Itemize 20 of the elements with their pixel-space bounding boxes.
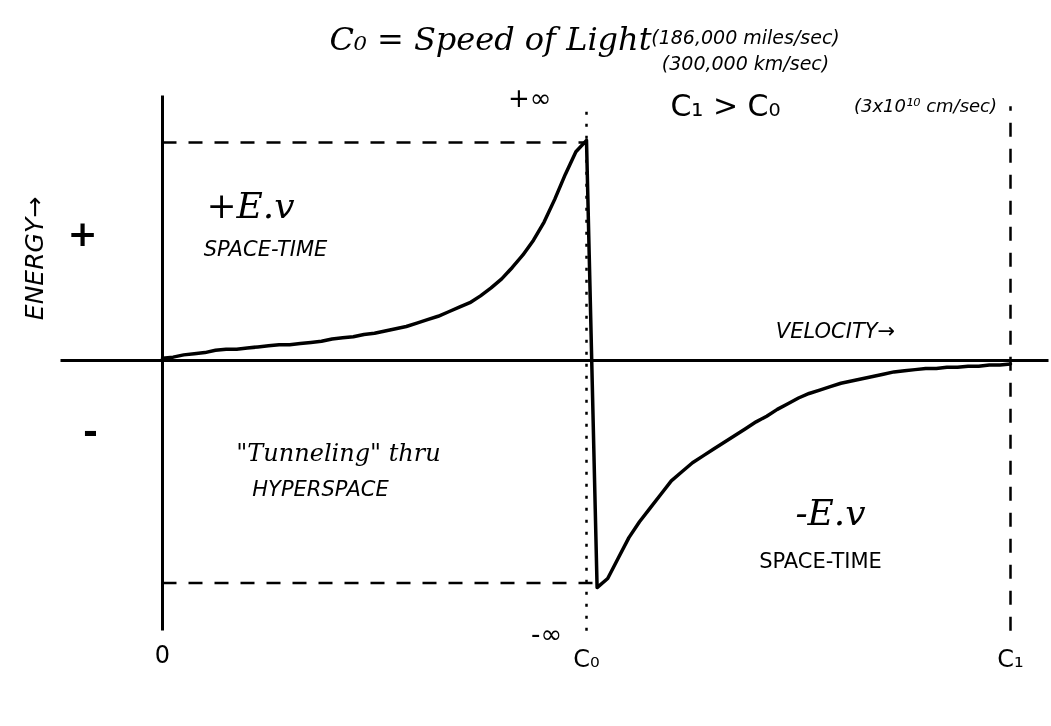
x-tick-label: C₁ [997, 644, 1024, 673]
text: - [83, 410, 98, 452]
annotation: -E.v [795, 492, 866, 533]
text: + [67, 212, 98, 254]
chart-title: C₀ = Speed of Light [329, 19, 652, 58]
annotation: SPACE-TIME [759, 548, 882, 573]
annotation: "Tunneling" thru [236, 438, 441, 467]
y-axis-title: ENERGY→ [20, 196, 49, 321]
annotation: SPACE-TIME [203, 236, 329, 261]
text: C₁ > C₀ [670, 88, 781, 123]
text: (186,000 miles/sec) [651, 25, 840, 48]
text: (300,000 km/sec) [661, 51, 830, 74]
x-axis-title: VELOCITY→ [775, 318, 896, 343]
x-tick-label: 0 [154, 640, 171, 669]
ref-line-label: -∞ [531, 619, 563, 650]
text: (3x10¹⁰ cm/sec) [853, 95, 998, 116]
annotation: HYPERSPACE [252, 476, 390, 501]
x-tick-label: C₀ [573, 644, 600, 673]
ref-line-label: +∞ [508, 82, 552, 113]
annotation: +E.v [206, 185, 295, 226]
